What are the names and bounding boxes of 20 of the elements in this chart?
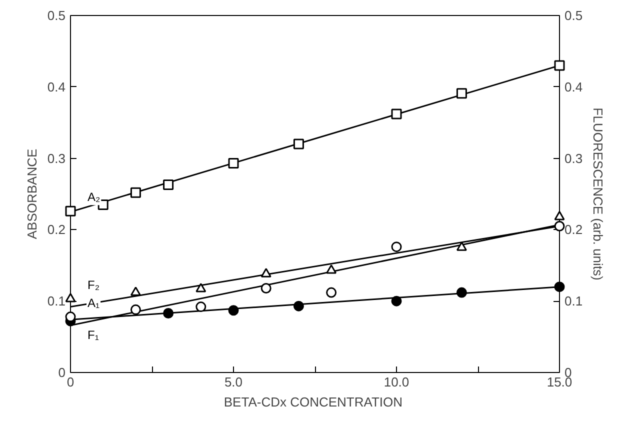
series-label: A₁ — [88, 296, 100, 310]
y-tick-label: 0.2 — [47, 222, 66, 238]
series-label: A₂ — [88, 190, 101, 204]
y-tick-label: 0 — [58, 365, 66, 380]
y-tick-label: 0.4 — [47, 79, 66, 94]
y2-tick-label: 0.2 — [564, 222, 583, 238]
y2-tick-label: 0.5 — [564, 8, 583, 23]
y2-tick-label: 0.4 — [564, 79, 583, 94]
y-tick-label: 0.3 — [47, 150, 66, 166]
x-tick-label: 10.0 — [384, 374, 410, 390]
y2-tick-label: 0.1 — [564, 294, 583, 309]
y-tick-label: 0.5 — [47, 8, 66, 23]
y2-tick-label: 0.3 — [564, 150, 583, 166]
y2-axis-title: FLUORESCENCE (arb. units) — [590, 108, 606, 280]
x-axis-title: BETA-CDx CONCENTRATION — [224, 394, 403, 410]
x-tick-label: 5.0 — [224, 374, 243, 390]
series-label: F₂ — [88, 278, 100, 292]
y-axis-title: ABSORBANCE — [24, 148, 40, 240]
series-label: F₁ — [88, 328, 99, 342]
y-tick-label: 0.1 — [47, 294, 66, 309]
